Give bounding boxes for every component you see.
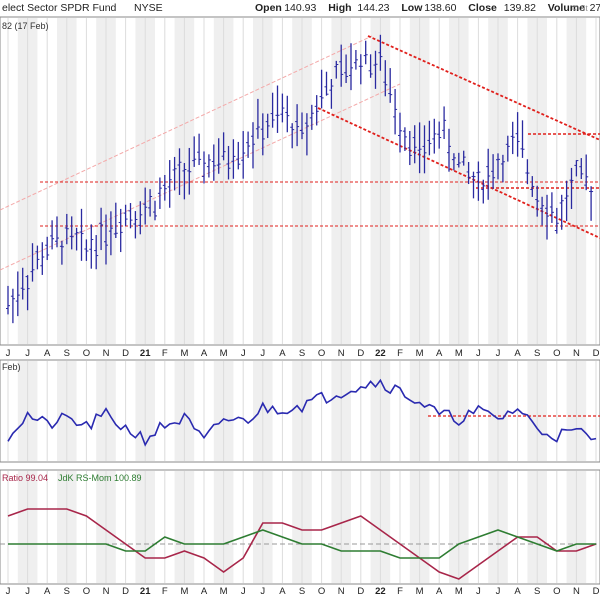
exchange-label: NYSE (134, 2, 163, 14)
ohlc-label-high: High (328, 2, 351, 14)
x-tick-label: A (44, 586, 51, 597)
x-tick-label: M (180, 348, 188, 359)
x-tick-label: J (260, 586, 265, 597)
x-tick-label: F (397, 586, 403, 597)
ohlc-label-volume: Volume (548, 2, 585, 14)
x-tick-label: O (318, 348, 325, 359)
x-tick-label: D (122, 348, 129, 359)
x-tick-label: 21 (140, 348, 151, 359)
x-axis-top: J J A S O N D 21 F M A M J J A S O N D 22 F M A M J J A S O N D (6, 348, 600, 359)
relative-strength-line (7, 378, 597, 447)
x-tick-label: 22 (375, 586, 386, 597)
rs-momentum-line (8, 529, 596, 559)
uptrend-channel-upper (0, 35, 373, 211)
x-tick-label: M (455, 348, 463, 359)
ohlc-value-high: 144.23 (357, 2, 389, 14)
x-tick-label: 21 (140, 586, 151, 597)
x-tick-label: A (436, 586, 443, 597)
x-tick-label: A (279, 348, 286, 359)
header: elect Sector SPDR Fund NYSE Open 140.93 Hi… (2, 2, 600, 14)
x-tick-label: A (436, 348, 443, 359)
copyright-mark: © St (572, 4, 588, 13)
price-panel: 82 (17 Feb) (0, 16, 600, 346)
x-tick-label: S (64, 586, 70, 597)
x-tick-label: S (299, 348, 305, 359)
x-tick-label: S (299, 586, 305, 597)
x-tick-label: F (162, 348, 168, 359)
x-tick-label: N (338, 586, 345, 597)
x-tick-label: A (514, 348, 521, 359)
x-tick-label: A (279, 586, 286, 597)
x-tick-label: J (241, 348, 246, 359)
relative-strength-panel: Feb) (0, 359, 600, 463)
x-tick-label: O (553, 348, 560, 359)
x-tick-label: S (534, 348, 540, 359)
x-tick-label: S (534, 586, 540, 597)
ohlc-label-close: Close (468, 2, 497, 14)
ohlc-label-open: Open (255, 2, 282, 14)
x-tick-label: J (496, 348, 501, 359)
x-tick-label: J (496, 586, 501, 597)
x-tick-label: J (241, 586, 246, 597)
x-tick-label: N (103, 586, 110, 597)
x-tick-label: J (476, 348, 481, 359)
rs-ratio-legend: Ratio 99.04 (2, 473, 48, 483)
x-tick-label: M (220, 348, 228, 359)
x-tick-label: F (162, 586, 168, 597)
rs-momentum-legend: JdK RS-Mom 100.89 (58, 473, 142, 483)
x-tick-label: D (593, 348, 600, 359)
x-tick-label: D (357, 586, 364, 597)
trend-channels (0, 35, 600, 271)
ohlc-readout: Open 140.93 High 144.23 Low 138.60 Close 139.82… (255, 2, 600, 14)
x-tick-label: O (83, 586, 90, 597)
price-panel-label: 82 (17 Feb) (2, 21, 49, 31)
ohlc-value-close: 139.82 (504, 2, 536, 14)
x-tick-label: M (180, 586, 188, 597)
x-tick-label: D (122, 586, 129, 597)
x-tick-label: M (455, 586, 463, 597)
ohlc-value-volume: 27.6M (590, 2, 600, 14)
x-tick-label: J (25, 586, 30, 597)
x-tick-label: M (416, 348, 424, 359)
x-tick-label: J (6, 348, 11, 359)
x-tick-label: A (44, 348, 51, 359)
x-tick-label: M (416, 586, 424, 597)
x-tick-label: O (318, 586, 325, 597)
x-tick-label: J (25, 348, 30, 359)
x-tick-label: O (553, 586, 560, 597)
rel-panel-label: Feb) (2, 362, 21, 372)
x-tick-label: 22 (375, 348, 386, 359)
x-axis-bottom: J J A S O N D 21 F M A M J J A S O N D 22 F M A M J J A S O N D (6, 586, 600, 597)
ohlc-label-low: Low (401, 2, 423, 14)
x-tick-label: J (476, 586, 481, 597)
x-tick-label: N (338, 348, 345, 359)
x-tick-label: N (573, 586, 580, 597)
x-tick-label: S (64, 348, 70, 359)
rrg-panel: Ratio 99.04 JdK RS-Mom 100.89 (0, 469, 600, 585)
ohlc-value-low: 138.60 (424, 2, 456, 14)
rs-ratio-line (7, 508, 597, 580)
x-tick-label: J (260, 348, 265, 359)
x-tick-label: D (593, 586, 600, 597)
x-tick-label: A (201, 586, 208, 597)
x-tick-label: J (6, 586, 11, 597)
rrg-gridlines (7, 471, 597, 583)
x-tick-label: M (220, 586, 228, 597)
price-bars (6, 34, 594, 324)
x-tick-label: O (83, 348, 90, 359)
downtrend-lower (317, 107, 600, 239)
rel-gridlines (7, 361, 597, 461)
ohlc-value-open: 140.93 (284, 2, 316, 14)
x-tick-label: F (397, 348, 403, 359)
x-tick-label: N (103, 348, 110, 359)
x-tick-label: A (514, 586, 521, 597)
x-tick-label: A (201, 348, 208, 359)
downtrend-upper (367, 35, 600, 141)
chart-title: elect Sector SPDR Fund (2, 2, 117, 14)
x-tick-label: N (573, 348, 580, 359)
x-tick-label: D (357, 348, 364, 359)
